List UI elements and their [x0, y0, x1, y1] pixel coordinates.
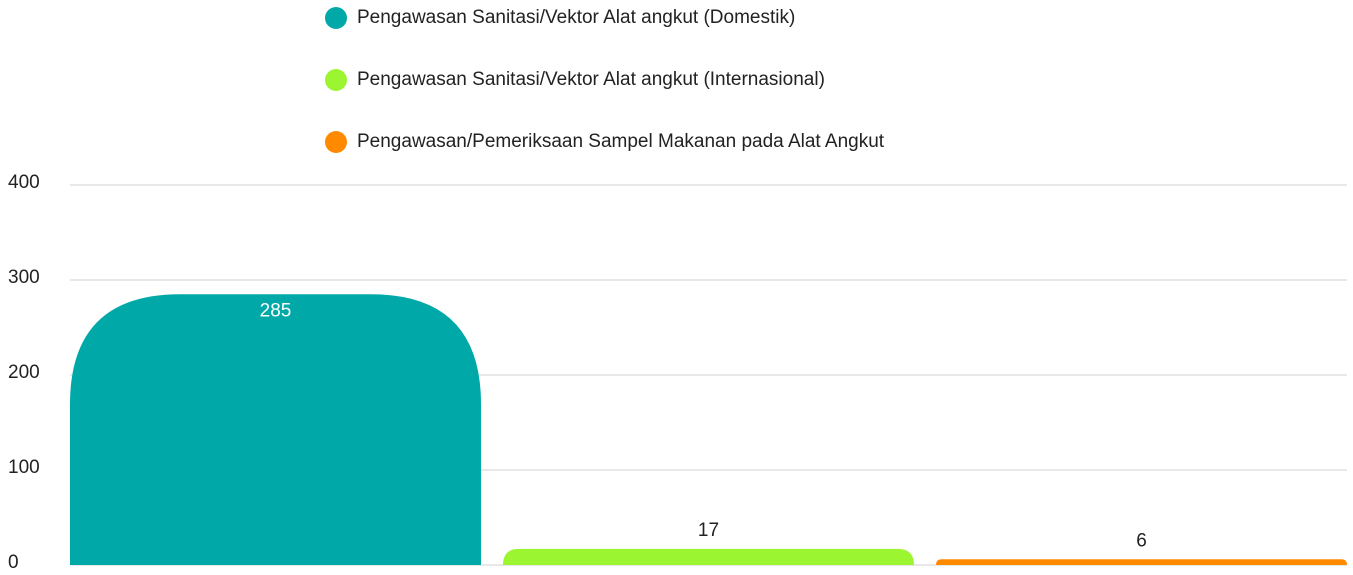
bar [936, 559, 1347, 565]
legend-label: Pengawasan Sanitasi/Vektor Alat angkut (… [357, 69, 825, 90]
legend-swatch [325, 69, 347, 91]
y-tick-label: 200 [8, 362, 40, 383]
y-tick-label: 300 [8, 267, 40, 288]
y-tick-label: 100 [8, 457, 40, 478]
data-label: 285 [260, 300, 292, 321]
data-label: 17 [698, 520, 719, 541]
bar [503, 548, 914, 565]
legend-label: Pengawasan/Pemeriksaan Sampel Makanan pa… [357, 131, 885, 152]
y-tick-label: 0 [8, 552, 19, 573]
bar [70, 294, 481, 565]
legend-swatch [325, 131, 347, 153]
legend-label: Pengawasan Sanitasi/Vektor Alat angkut (… [357, 7, 795, 28]
data-label: 6 [1136, 530, 1147, 551]
y-tick-label: 400 [8, 172, 40, 193]
legend-swatch [325, 7, 347, 29]
